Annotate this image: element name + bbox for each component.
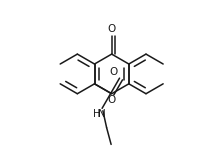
- Text: H: H: [93, 109, 100, 119]
- Text: O: O: [109, 67, 118, 77]
- Text: O: O: [108, 24, 116, 34]
- Text: N: N: [98, 109, 106, 119]
- Text: O: O: [108, 95, 116, 105]
